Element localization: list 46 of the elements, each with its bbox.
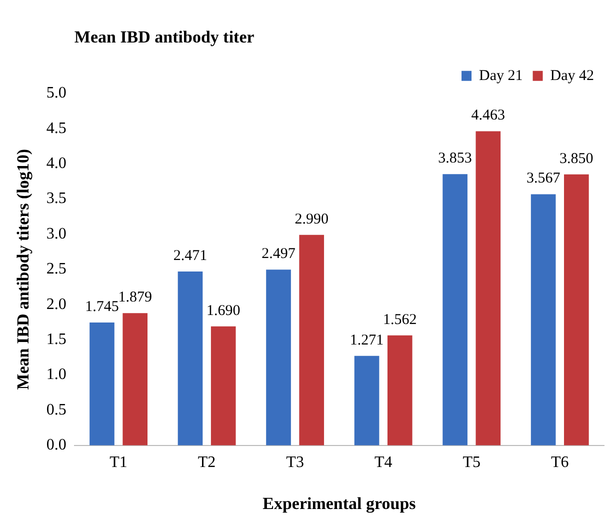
data-label: 1.745 [85,298,119,315]
bar [530,194,556,446]
y-tick-label: 1.5 [46,331,66,348]
data-label: 4.463 [471,108,506,124]
data-label: 3.853 [438,150,472,167]
bar [354,356,380,446]
y-tick-label: 3.0 [46,225,66,242]
data-label: 1.690 [206,302,240,319]
bar [564,174,589,446]
data-label: 1.562 [383,312,417,328]
bar [442,174,468,446]
bar [387,335,412,446]
bar [299,234,324,446]
data-label: 1.271 [350,332,384,348]
x-axis-title: Experimental groups [262,494,416,514]
data-label: 2.990 [294,211,328,228]
x-tick-label: T3 [286,454,304,472]
x-tick-label: T1 [110,454,128,472]
data-label: 3.567 [526,170,561,187]
bar [210,326,236,446]
x-tick-label: T6 [550,454,569,472]
y-axis-title: Mean IBD antibody titers (log10) [14,148,33,390]
data-label: 2.471 [173,248,208,264]
y-tick-label: 0.5 [46,401,66,418]
bar [476,131,501,446]
x-tick-label: T5 [462,454,480,472]
y-tick-label: 3.5 [46,190,66,208]
y-tick-label: 2.0 [46,296,66,313]
y-tick-label: 1.0 [46,366,66,384]
x-tick-label: T4 [374,454,392,472]
data-label: 3.850 [560,150,594,167]
y-tick-label: 4.0 [46,155,66,172]
bar [90,322,114,446]
chart-title: Mean IBD antibody titer [74,28,255,47]
legend-label: Day 42 [550,68,594,84]
y-tick-label: 4.5 [46,120,66,137]
y-tick-label: 2.5 [46,260,66,278]
y-tick-label: 5.0 [46,84,66,102]
data-label: 1.879 [118,290,152,306]
bar [178,271,203,446]
x-tick-label: T2 [198,454,216,472]
bar [122,313,148,446]
data-label: 2.497 [262,246,296,262]
bar [266,270,291,446]
legend-label: Day 21 [479,68,523,84]
y-tick-label: 0.0 [46,436,66,454]
